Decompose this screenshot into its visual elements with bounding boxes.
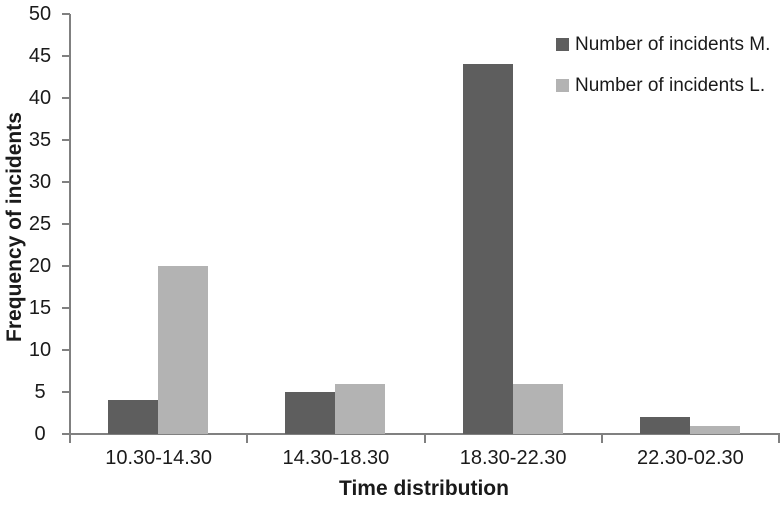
x-tick-mark (600, 433, 603, 443)
y-tick-mark (62, 13, 70, 15)
legend-item-m: Number of incidents M. (556, 34, 770, 55)
x-tick-mark (778, 433, 780, 443)
y-tick-mark (62, 223, 70, 225)
bar-l-0 (158, 266, 208, 434)
x-tick-label: 14.30-18.30 (282, 447, 390, 469)
x-tick-mark (423, 433, 426, 443)
y-tick-mark (62, 307, 70, 309)
bar-m-0 (108, 400, 158, 434)
bar-l-1 (335, 383, 386, 434)
x-tick-label: 22.30-02.30 (636, 447, 744, 469)
y-tick-label: 5 (34, 381, 46, 403)
y-tick-label: 0 (34, 423, 46, 445)
x-tick-label: 10.30-14.30 (105, 447, 212, 469)
bar-l-3 (689, 425, 740, 434)
y-tick-mark (62, 139, 70, 141)
x-tick-label: 18.30-22.30 (459, 447, 567, 469)
y-tick-label: 20 (28, 255, 52, 277)
y-tick-mark (62, 181, 70, 183)
y-tick-mark (62, 391, 70, 393)
bar-m-1 (285, 392, 336, 434)
legend: Number of incidents M. Number of incident… (556, 34, 770, 116)
bar-m-3 (639, 417, 690, 434)
bar-m-2 (462, 64, 513, 434)
legend-label-l: Number of incidents L. (575, 75, 766, 96)
y-tick-mark (62, 97, 70, 99)
legend-label-m: Number of incidents M. (575, 34, 771, 55)
legend-item-l: Number of incidents L. (556, 75, 770, 96)
y-tick-label: 15 (28, 297, 52, 319)
bar-l-2 (512, 383, 563, 434)
y-tick-mark (62, 265, 70, 267)
y-axis-line (69, 14, 71, 443)
x-tick-mark (69, 433, 71, 443)
x-tick-mark (246, 433, 249, 443)
x-axis-title: Time distribution (339, 477, 509, 500)
y-tick-label: 50 (28, 3, 52, 25)
y-tick-label: 45 (28, 45, 52, 67)
y-tick-label: 30 (28, 171, 52, 193)
y-tick-label: 40 (28, 87, 52, 109)
x-axis-line (62, 433, 779, 435)
y-tick-mark (62, 433, 70, 435)
y-tick-label: 10 (28, 339, 52, 361)
y-tick-mark (62, 55, 70, 57)
y-tick-mark (62, 349, 70, 351)
legend-swatch-m (556, 38, 569, 51)
y-tick-label: 35 (28, 129, 52, 151)
y-tick-label: 25 (28, 213, 52, 235)
legend-swatch-l (556, 79, 569, 92)
